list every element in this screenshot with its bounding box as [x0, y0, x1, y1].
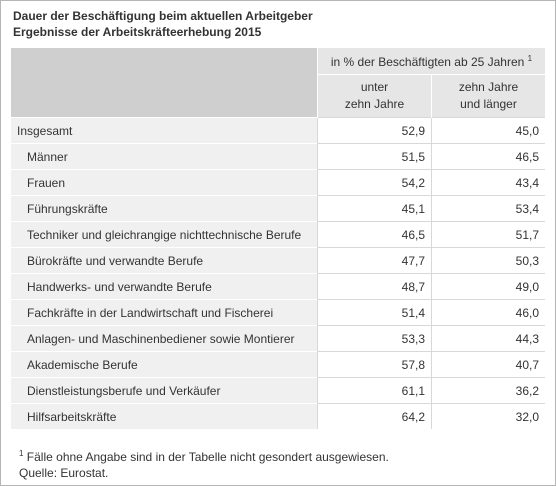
- table-row: Hilfsarbeitskräfte 64,2 32,0: [11, 403, 545, 429]
- value-ten-plus: 32,0: [431, 403, 545, 429]
- value-under-ten: 46,5: [317, 221, 432, 248]
- footnote-text: Fälle ohne Angabe sind in der Tabelle ni…: [26, 450, 389, 464]
- value-ten-plus: 49,0: [431, 273, 545, 300]
- value-ten-plus: 46,0: [431, 299, 545, 326]
- row-label: Dienstleistungsberufe und Verkäufer: [11, 377, 318, 404]
- row-label: Führungskräfte: [11, 195, 318, 222]
- table-row: Männer 51,5 46,5: [11, 143, 545, 170]
- row-label: Männer: [11, 143, 318, 170]
- value-under-ten: 48,7: [317, 273, 432, 300]
- value-under-ten: 52,9: [317, 117, 432, 144]
- table-row: Insgesamt 52,9 45,0: [11, 117, 545, 144]
- value-ten-plus: 36,2: [431, 377, 545, 404]
- table-row: Führungskräfte 45,1 53,4: [11, 195, 545, 222]
- row-label: Anlagen- und Maschinenbediener sowie Mon…: [11, 325, 318, 352]
- value-under-ten: 51,4: [317, 299, 432, 326]
- column-header-ten-plus-line-1: zehn Jahre: [458, 80, 519, 94]
- footnote-block: 1 Fälle ohne Angabe sind in der Tabelle …: [19, 446, 389, 481]
- row-label: Bürokräfte und verwandte Berufe: [11, 247, 318, 274]
- value-ten-plus: 40,7: [431, 351, 545, 378]
- value-under-ten: 54,2: [317, 169, 432, 196]
- row-label: Handwerks- und verwandte Berufe: [11, 273, 318, 300]
- value-under-ten: 53,3: [317, 325, 432, 352]
- value-ten-plus: 45,0: [431, 117, 545, 144]
- value-ten-plus: 50,3: [431, 247, 545, 274]
- title-line-1: Dauer der Beschäftigung beim aktuellen A…: [13, 9, 313, 23]
- row-label: Hilfsarbeitskräfte: [11, 403, 318, 429]
- value-under-ten: 47,7: [317, 247, 432, 274]
- row-label: Techniker und gleichrangige nichttechnis…: [11, 221, 318, 248]
- data-table: in % der Beschäftigten ab 25 Jahren 1 un…: [11, 48, 545, 429]
- group-header: in % der Beschäftigten ab 25 Jahren 1: [317, 48, 545, 75]
- table-row: Akademische Berufe 57,8 40,7: [11, 351, 545, 378]
- table-row: Handwerks- und verwandte Berufe 48,7 49,…: [11, 273, 545, 300]
- value-under-ten: 45,1: [317, 195, 432, 222]
- value-under-ten: 61,1: [317, 377, 432, 404]
- source-line: Quelle: Eurostat.: [19, 466, 109, 480]
- table-row: Fachkräfte in der Landwirtschaft und Fis…: [11, 299, 545, 326]
- value-under-ten: 51,5: [317, 143, 432, 170]
- row-label: Fachkräfte in der Landwirtschaft und Fis…: [11, 299, 318, 326]
- column-header-under-ten-line-1: unter: [360, 80, 389, 94]
- column-header-ten-plus-line-2: und länger: [460, 97, 517, 111]
- value-ten-plus: 53,4: [431, 195, 545, 222]
- column-header-under-ten: unter zehn Jahre: [317, 74, 432, 118]
- value-ten-plus: 44,3: [431, 325, 545, 352]
- column-header-under-ten-line-2: zehn Jahre: [344, 97, 405, 111]
- table-row: Dienstleistungsberufe und Verkäufer 61,1…: [11, 377, 545, 404]
- header-empty-cell: [11, 48, 318, 118]
- footnote-marker: 1: [19, 449, 24, 458]
- table-row: Techniker und gleichrangige nichttechnis…: [11, 221, 545, 248]
- row-label: Frauen: [11, 169, 318, 196]
- title-line-2: Ergebnisse der Arbeitskräfteerhebung 201…: [13, 25, 262, 39]
- value-under-ten: 57,8: [317, 351, 432, 378]
- row-label: Akademische Berufe: [11, 351, 318, 378]
- table-title: Dauer der Beschäftigung beim aktuellen A…: [13, 8, 313, 40]
- table-row: Frauen 54,2 43,4: [11, 169, 545, 196]
- value-under-ten: 64,2: [317, 403, 432, 429]
- value-ten-plus: 46,5: [431, 143, 545, 170]
- column-header-ten-plus: zehn Jahre und länger: [431, 74, 545, 118]
- table-row: Anlagen- und Maschinenbediener sowie Mon…: [11, 325, 545, 352]
- value-ten-plus: 51,7: [431, 221, 545, 248]
- group-header-text: in % der Beschäftigten ab 25 Jahren: [330, 54, 525, 69]
- table-row: Bürokräfte und verwandte Berufe 47,7 50,…: [11, 247, 545, 274]
- footnote-line: 1 Fälle ohne Angabe sind in der Tabelle …: [19, 446, 389, 465]
- row-label: Insgesamt: [11, 117, 318, 144]
- group-header-note: 1: [527, 53, 533, 63]
- value-ten-plus: 43,4: [431, 169, 545, 196]
